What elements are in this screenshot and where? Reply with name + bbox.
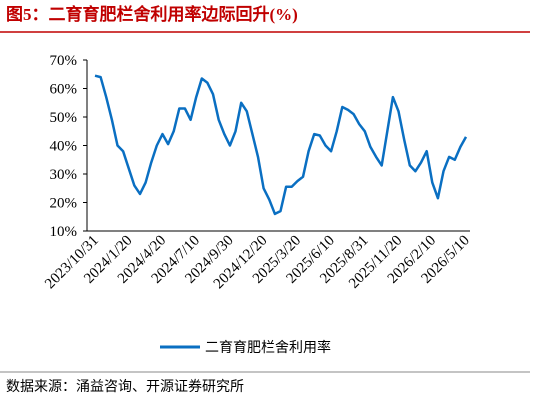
y-tick-label: 50% <box>50 110 78 126</box>
y-tick-label: 20% <box>50 196 78 212</box>
source: 数据来源：涌益咨询、开源证券研究所 <box>6 379 244 395</box>
line-series <box>94 74 468 216</box>
legend-label: 二育育肥栏舍利用率 <box>205 339 331 356</box>
chart-title: 图5：二育育肥栏舍利用率边际回升(%) <box>6 4 298 24</box>
y-tick-label: 30% <box>50 167 78 183</box>
y-tick-label: 70% <box>50 53 78 69</box>
y-tick-label: 40% <box>50 139 78 155</box>
y-tick-label: 60% <box>50 82 78 98</box>
y-tick-label: 10% <box>50 224 78 240</box>
